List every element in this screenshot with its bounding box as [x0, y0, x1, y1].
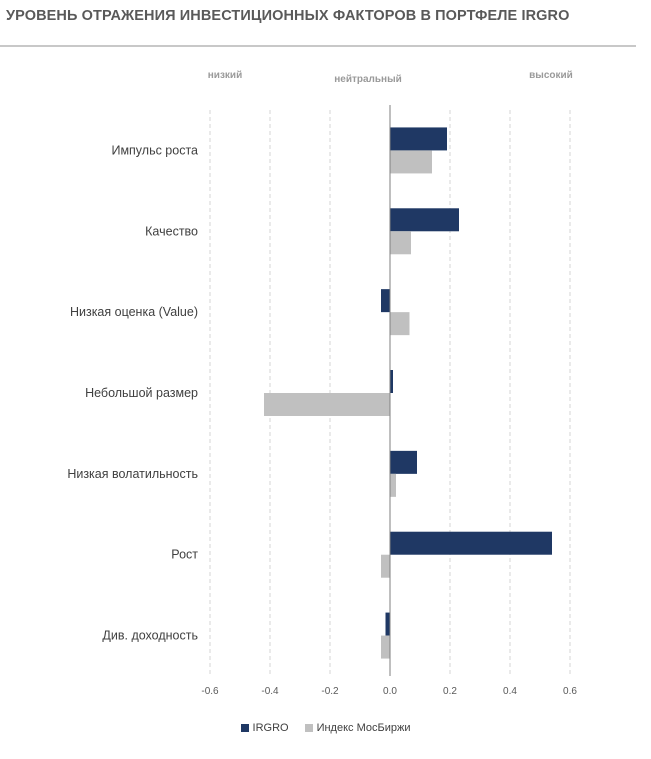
chart-title: УРОВЕНЬ ОТРАЖЕНИЯ ИНВЕСТИЦИОННЫХ ФАКТОРО… — [6, 8, 570, 24]
x-tick-label: 0.0 — [383, 686, 397, 697]
x-tick-label: -0.4 — [261, 686, 279, 697]
bar-irgro — [390, 450, 417, 474]
level-label-2: высокий — [529, 70, 573, 81]
x-tick-label: 0.6 — [563, 686, 577, 697]
bar-irgro — [390, 370, 393, 393]
bar-moex — [390, 150, 432, 174]
legend-label-irgro: IRGRO — [252, 722, 289, 734]
category-label: Небольшой размер — [85, 386, 198, 400]
x-tick-label: 0.4 — [503, 686, 517, 697]
bar-moex — [390, 231, 411, 255]
bar-moex — [264, 393, 390, 416]
title-divider — [0, 45, 636, 47]
legend-swatch-irgro — [240, 724, 249, 732]
level-label-1: нейтральный — [334, 74, 402, 85]
bar-irgro — [390, 127, 447, 151]
bar-irgro — [385, 612, 390, 636]
bar-irgro — [390, 531, 552, 555]
category-label: Качество — [145, 224, 198, 238]
bar-moex — [381, 635, 390, 659]
category-label: Низкая оценка (Value) — [70, 305, 198, 319]
category-label: Низкая волатильность — [67, 467, 198, 481]
bar-moex — [390, 312, 410, 336]
category-label: Импульс роста — [111, 143, 198, 157]
category-label: Див. доходность — [102, 629, 198, 643]
bar-irgro — [381, 289, 390, 313]
chart-legend: IRGRO Индекс МосБиржи — [0, 722, 651, 734]
x-tick-label: 0.2 — [443, 686, 457, 697]
legend-swatch-moex — [304, 724, 313, 732]
category-label: Рост — [171, 548, 198, 562]
bar-moex — [381, 554, 390, 578]
bar-irgro — [390, 208, 459, 232]
level-label-0: низкий — [208, 70, 242, 81]
bar-moex — [390, 473, 396, 497]
legend-label-moex: Индекс МосБиржи — [316, 722, 411, 734]
x-tick-label: -0.2 — [321, 686, 339, 697]
x-tick-label: -0.6 — [201, 686, 219, 697]
legend-item-moex: Индекс МосБиржи — [304, 722, 411, 734]
legend-item-irgro: IRGRO — [240, 722, 289, 734]
